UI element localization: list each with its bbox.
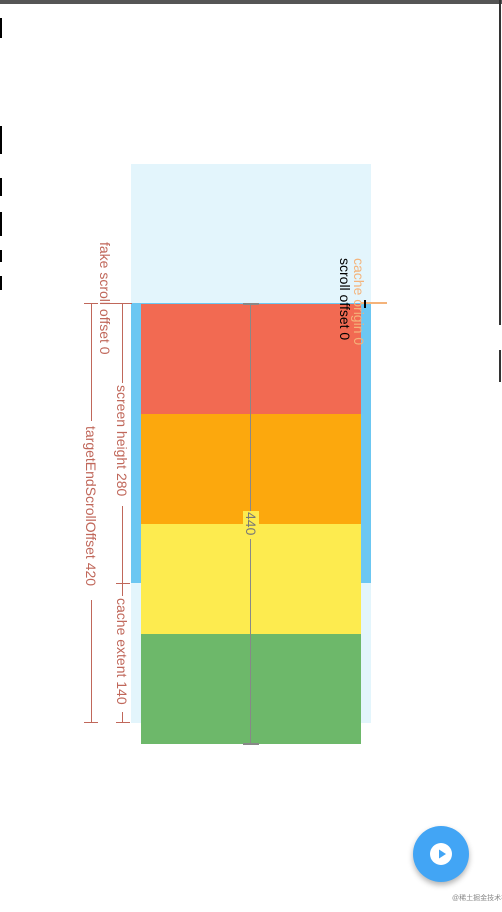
target-end-line-bottom	[91, 600, 92, 722]
target-end-scroll-offset-label: targetEndScrollOffset 420	[83, 426, 99, 587]
list-item-yellow	[141, 524, 361, 634]
extent-measure-cap-top	[243, 303, 259, 305]
extent-measure-label: 440	[243, 512, 259, 536]
cache-extent-cap-bottom	[116, 722, 130, 723]
top-bar	[0, 0, 502, 4]
right-edge-marks	[499, 0, 502, 400]
screen-height-cap-bottom	[116, 583, 130, 584]
cache-extent-line-bottom	[122, 712, 123, 723]
cache-extent-line-top	[122, 584, 123, 596]
screen-height-label: screen height 280	[114, 385, 130, 497]
watermark: @稀土掘金技术社区	[452, 895, 502, 902]
target-end-cap-top	[84, 303, 98, 304]
list-item-green	[141, 634, 361, 744]
extent-measure-label-bg	[243, 511, 259, 539]
target-end-line-top	[91, 303, 92, 421]
fake-scroll-offset-label: fake scroll offset 0	[97, 242, 113, 355]
play-button[interactable]	[413, 826, 469, 882]
scroll-diagram: 440 cache origin 0 scroll offset 0 fake …	[83, 164, 387, 745]
list-item-red	[141, 304, 361, 414]
extent-measure-cap-bottom	[243, 743, 259, 745]
screen-height-line-bottom	[122, 506, 123, 583]
list-item-orange	[141, 414, 361, 524]
play-icon	[430, 843, 452, 865]
cache-origin-label: cache origin 0	[351, 258, 367, 346]
scroll-offset-label: scroll offset 0	[337, 258, 353, 341]
left-edge-marks	[0, 0, 3, 300]
screen-height-line-top	[122, 303, 123, 383]
cache-extent-label: cache extent 140	[114, 598, 130, 705]
target-end-cap-bottom	[84, 722, 98, 723]
cache-origin-tick	[361, 302, 387, 304]
screen-height-cap-top	[116, 303, 130, 304]
scroll-offset-tick	[364, 300, 366, 308]
